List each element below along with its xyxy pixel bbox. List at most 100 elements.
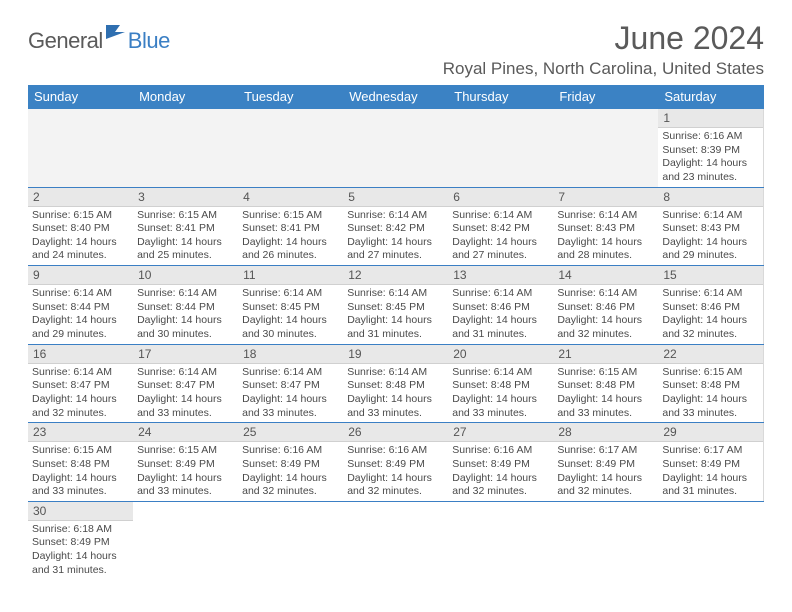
- sunrise-line: Sunrise: 6:18 AM: [32, 523, 129, 537]
- calendar-day: 25Sunrise: 6:16 AMSunset: 8:49 PMDayligh…: [238, 423, 343, 502]
- calendar-day: 17Sunrise: 6:14 AMSunset: 8:47 PMDayligh…: [133, 344, 238, 423]
- sunrise-line: Sunrise: 6:14 AM: [242, 287, 339, 301]
- calendar-empty: [238, 501, 343, 579]
- sunset-line: Sunset: 8:42 PM: [347, 222, 444, 236]
- sunset-line: Sunset: 8:44 PM: [137, 301, 234, 315]
- calendar-day: 8Sunrise: 6:14 AMSunset: 8:43 PMDaylight…: [658, 187, 763, 266]
- sunset-line: Sunset: 8:48 PM: [662, 379, 759, 393]
- daylight-line: Daylight: 14 hours and 33 minutes.: [242, 393, 339, 420]
- calendar-week: 16Sunrise: 6:14 AMSunset: 8:47 PMDayligh…: [28, 344, 764, 423]
- month-title: June 2024: [443, 20, 764, 57]
- sunset-line: Sunset: 8:49 PM: [137, 458, 234, 472]
- sunset-line: Sunset: 8:48 PM: [557, 379, 654, 393]
- sunrise-line: Sunrise: 6:15 AM: [662, 366, 759, 380]
- sunset-line: Sunset: 8:40 PM: [32, 222, 129, 236]
- sunrise-line: Sunrise: 6:14 AM: [557, 209, 654, 223]
- daylight-line: Daylight: 14 hours and 27 minutes.: [452, 236, 549, 263]
- sunset-line: Sunset: 8:48 PM: [452, 379, 549, 393]
- sunrise-line: Sunrise: 6:17 AM: [662, 444, 759, 458]
- day-content: Sunrise: 6:15 AMSunset: 8:48 PMDaylight:…: [28, 442, 133, 501]
- calendar-header: SundayMondayTuesdayWednesdayThursdayFrid…: [28, 85, 764, 109]
- daylight-line: Daylight: 14 hours and 32 minutes.: [452, 472, 549, 499]
- calendar-day: 14Sunrise: 6:14 AMSunset: 8:46 PMDayligh…: [553, 266, 658, 345]
- calendar-day: 4Sunrise: 6:15 AMSunset: 8:41 PMDaylight…: [238, 187, 343, 266]
- day-content: Sunrise: 6:14 AMSunset: 8:48 PMDaylight:…: [343, 364, 448, 423]
- calendar-day: 19Sunrise: 6:14 AMSunset: 8:48 PMDayligh…: [343, 344, 448, 423]
- daylight-line: Daylight: 14 hours and 29 minutes.: [32, 314, 129, 341]
- sunrise-line: Sunrise: 6:14 AM: [32, 287, 129, 301]
- day-number: 1: [658, 109, 763, 128]
- sunrise-line: Sunrise: 6:14 AM: [662, 209, 759, 223]
- day-number: 29: [658, 423, 763, 442]
- sunset-line: Sunset: 8:42 PM: [452, 222, 549, 236]
- day-number: 27: [448, 423, 553, 442]
- weekday-header: Wednesday: [343, 85, 448, 109]
- day-content: Sunrise: 6:14 AMSunset: 8:46 PMDaylight:…: [658, 285, 763, 344]
- day-content: Sunrise: 6:14 AMSunset: 8:47 PMDaylight:…: [28, 364, 133, 423]
- sunset-line: Sunset: 8:49 PM: [557, 458, 654, 472]
- calendar-day: 5Sunrise: 6:14 AMSunset: 8:42 PMDaylight…: [343, 187, 448, 266]
- calendar-day: 29Sunrise: 6:17 AMSunset: 8:49 PMDayligh…: [658, 423, 763, 502]
- calendar-empty: [658, 501, 763, 579]
- day-number: 6: [448, 188, 553, 207]
- day-number: 26: [343, 423, 448, 442]
- daylight-line: Daylight: 14 hours and 25 minutes.: [137, 236, 234, 263]
- sunrise-line: Sunrise: 6:16 AM: [242, 444, 339, 458]
- daylight-line: Daylight: 14 hours and 31 minutes.: [347, 314, 444, 341]
- day-number: 28: [553, 423, 658, 442]
- calendar-day: 9Sunrise: 6:14 AMSunset: 8:44 PMDaylight…: [28, 266, 133, 345]
- daylight-line: Daylight: 14 hours and 33 minutes.: [137, 393, 234, 420]
- sunset-line: Sunset: 8:49 PM: [347, 458, 444, 472]
- daylight-line: Daylight: 14 hours and 33 minutes.: [32, 472, 129, 499]
- calendar-day: 16Sunrise: 6:14 AMSunset: 8:47 PMDayligh…: [28, 344, 133, 423]
- sunset-line: Sunset: 8:48 PM: [347, 379, 444, 393]
- day-number: 2: [28, 188, 133, 207]
- sunrise-line: Sunrise: 6:17 AM: [557, 444, 654, 458]
- day-content: Sunrise: 6:14 AMSunset: 8:46 PMDaylight:…: [448, 285, 553, 344]
- day-number: 21: [553, 345, 658, 364]
- day-content: Sunrise: 6:14 AMSunset: 8:43 PMDaylight:…: [658, 207, 763, 266]
- daylight-line: Daylight: 14 hours and 33 minutes.: [557, 393, 654, 420]
- day-content: Sunrise: 6:14 AMSunset: 8:48 PMDaylight:…: [448, 364, 553, 423]
- day-content: Sunrise: 6:14 AMSunset: 8:45 PMDaylight:…: [343, 285, 448, 344]
- sunset-line: Sunset: 8:46 PM: [452, 301, 549, 315]
- calendar-day: 20Sunrise: 6:14 AMSunset: 8:48 PMDayligh…: [448, 344, 553, 423]
- sunrise-line: Sunrise: 6:14 AM: [347, 287, 444, 301]
- sunrise-line: Sunrise: 6:14 AM: [662, 287, 759, 301]
- calendar-day: 6Sunrise: 6:14 AMSunset: 8:42 PMDaylight…: [448, 187, 553, 266]
- sunset-line: Sunset: 8:47 PM: [32, 379, 129, 393]
- day-content: Sunrise: 6:15 AMSunset: 8:49 PMDaylight:…: [133, 442, 238, 501]
- daylight-line: Daylight: 14 hours and 31 minutes.: [32, 550, 129, 577]
- calendar-empty: [133, 109, 238, 188]
- day-content: Sunrise: 6:15 AMSunset: 8:48 PMDaylight:…: [553, 364, 658, 423]
- weekday-header: Thursday: [448, 85, 553, 109]
- day-number: 23: [28, 423, 133, 442]
- day-number: 30: [28, 502, 133, 521]
- calendar-day: 1Sunrise: 6:16 AMSunset: 8:39 PMDaylight…: [658, 109, 763, 188]
- day-content: Sunrise: 6:14 AMSunset: 8:42 PMDaylight:…: [343, 207, 448, 266]
- sunrise-line: Sunrise: 6:16 AM: [662, 130, 759, 144]
- daylight-line: Daylight: 14 hours and 31 minutes.: [452, 314, 549, 341]
- sunrise-line: Sunrise: 6:14 AM: [557, 287, 654, 301]
- calendar-empty: [553, 501, 658, 579]
- logo-text-blue: Blue: [128, 28, 170, 54]
- weekday-header: Saturday: [658, 85, 763, 109]
- daylight-line: Daylight: 14 hours and 24 minutes.: [32, 236, 129, 263]
- day-content: Sunrise: 6:15 AMSunset: 8:41 PMDaylight:…: [238, 207, 343, 266]
- day-content: Sunrise: 6:16 AMSunset: 8:39 PMDaylight:…: [658, 128, 763, 187]
- sunrise-line: Sunrise: 6:14 AM: [32, 366, 129, 380]
- logo: General Blue: [28, 28, 170, 54]
- day-content: Sunrise: 6:17 AMSunset: 8:49 PMDaylight:…: [658, 442, 763, 501]
- sunrise-line: Sunrise: 6:14 AM: [347, 209, 444, 223]
- calendar-week: 1Sunrise: 6:16 AMSunset: 8:39 PMDaylight…: [28, 109, 764, 188]
- sunset-line: Sunset: 8:45 PM: [347, 301, 444, 315]
- weekday-header: Sunday: [28, 85, 133, 109]
- day-content: Sunrise: 6:14 AMSunset: 8:47 PMDaylight:…: [238, 364, 343, 423]
- sunrise-line: Sunrise: 6:15 AM: [32, 444, 129, 458]
- day-number: 3: [133, 188, 238, 207]
- day-number: 20: [448, 345, 553, 364]
- day-number: 5: [343, 188, 448, 207]
- sunrise-line: Sunrise: 6:15 AM: [557, 366, 654, 380]
- daylight-line: Daylight: 14 hours and 26 minutes.: [242, 236, 339, 263]
- daylight-line: Daylight: 14 hours and 32 minutes.: [347, 472, 444, 499]
